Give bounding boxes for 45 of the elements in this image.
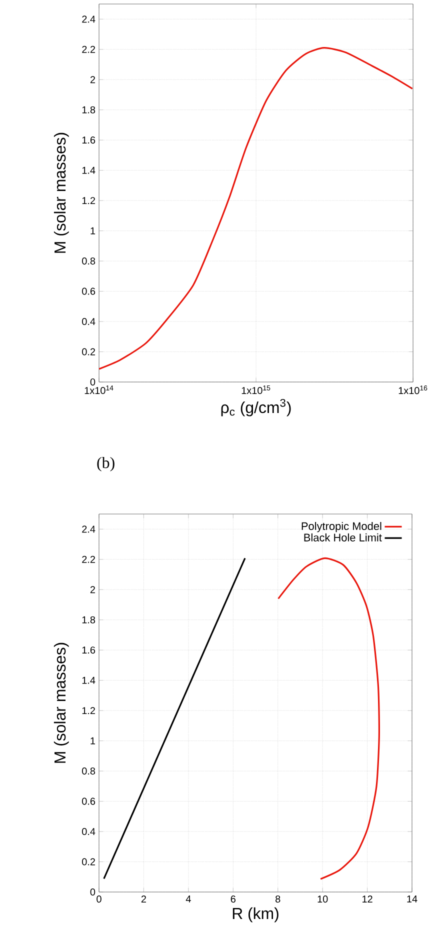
y-tick-label: 0.4 [82,828,96,836]
x-axis-title: ρ$_{c}$ (g/cm$^{3}$) [221,398,291,416]
y-tick-label: 0.8 [82,768,96,775]
x-tick-label: 12 [362,896,372,902]
y-tick-label: 2.2 [82,556,95,563]
x-tick-label: 1x10$^{15}$ [242,386,270,394]
x-tick-label: 1x10$^{16}$ [398,386,428,394]
x-axis-title: R (km) [232,907,278,922]
x-tick-label: 0 [96,896,102,903]
y-tick-label: 2.4 [82,16,96,23]
y-tick-label: 2 [90,76,96,84]
y-tick-label: 1.2 [82,707,95,714]
y-tick-label: 1.8 [82,616,96,624]
y-tick-label: 1 [90,227,96,234]
y-tick-label: 2 [90,586,95,594]
y-tick-label: 2.4 [82,526,96,533]
y-tick-label: 1.6 [82,646,96,654]
y-tick-label: 0.2 [82,858,95,866]
y-tick-label: 2.2 [82,46,96,53]
x-tick-label: 14 [407,896,418,902]
y-tick-label: 1.2 [82,197,96,204]
y-tick-label: 0 [90,378,96,386]
y-tick-label: 0.6 [82,288,96,295]
y-tick-label: 1.4 [82,166,96,174]
x-tick-label: 2 [141,896,146,902]
y-tick-label: 1 [90,737,96,744]
y-tick-label: 0.6 [82,798,96,805]
x-tick-label: 10 [318,896,328,903]
y-tick-label: 1.4 [82,676,96,684]
y-axis-title: M (solar masses) [54,132,69,253]
line-series [278,557,380,880]
legend-label: Black Hole Limit [304,533,382,542]
y-axis-title: M (solar masses) [54,642,69,763]
y-tick-label: 0.2 [82,348,96,356]
x-tick-label: 1x10$^{14}$ [84,386,114,394]
y-tick-label: 0.8 [82,258,96,265]
x-tick-label: 6 [230,896,236,903]
x-tick-label: 8 [276,896,280,903]
legend-label: Polytropic Model [302,522,382,532]
text: (b) [97,456,114,472]
y-tick-label: 0.4 [82,318,96,326]
x-tick-label: 4 [186,896,191,902]
y-tick-label: 1.6 [82,136,96,144]
y-tick-label: 0 [90,888,96,896]
y-tick-label: 1.8 [82,106,96,114]
